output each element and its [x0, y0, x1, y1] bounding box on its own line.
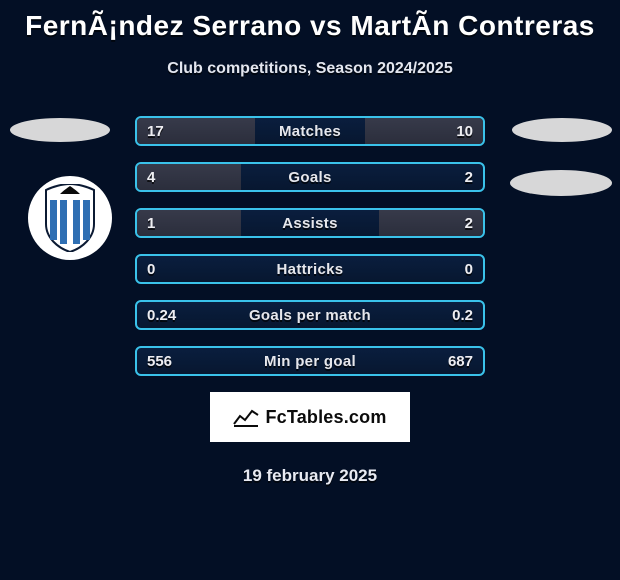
comparison-panel: 17Matches10 4Goals2 1Assists2 0Hattricks0 0.…: [0, 116, 620, 486]
stat-value-right: 687: [448, 348, 473, 374]
stat-label: Hattricks: [137, 256, 483, 282]
chart-line-icon: [233, 407, 259, 427]
stat-value-right: 0.2: [452, 302, 473, 328]
stat-rows: 17Matches10 4Goals2 1Assists2 0Hattricks0 0.…: [135, 116, 485, 376]
club-right-avatar-placeholder: [510, 170, 612, 196]
stat-label: Goals: [137, 164, 483, 190]
stat-value-right: 0: [465, 256, 473, 282]
stat-value-right: 2: [465, 210, 473, 236]
stat-value-right: 2: [465, 164, 473, 190]
stat-label: Matches: [137, 118, 483, 144]
shield-stripes-icon: [42, 184, 98, 252]
subtitle: Club competitions, Season 2024/2025: [0, 60, 620, 78]
player-right-avatar-placeholder: [512, 118, 612, 142]
stat-label: Assists: [137, 210, 483, 236]
player-left-avatar-placeholder: [10, 118, 110, 142]
stat-row: 0.24Goals per match0.2: [135, 300, 485, 330]
stat-value-right: 10: [456, 118, 473, 144]
stat-row: 1Assists2: [135, 208, 485, 238]
stat-row: 556Min per goal687: [135, 346, 485, 376]
comparison-date: 19 february 2025: [0, 466, 620, 486]
stat-label: Goals per match: [137, 302, 483, 328]
page-title: FernÃ¡ndez Serrano vs MartÃ­n Contreras: [0, 0, 620, 42]
club-left-badge: [28, 176, 112, 260]
stat-row: 0Hattricks0: [135, 254, 485, 284]
stat-label: Min per goal: [137, 348, 483, 374]
stat-row: 17Matches10: [135, 116, 485, 146]
stat-row: 4Goals2: [135, 162, 485, 192]
footer-brand-badge: FcTables.com: [210, 392, 410, 442]
footer-brand-text: FcTables.com: [265, 407, 386, 428]
